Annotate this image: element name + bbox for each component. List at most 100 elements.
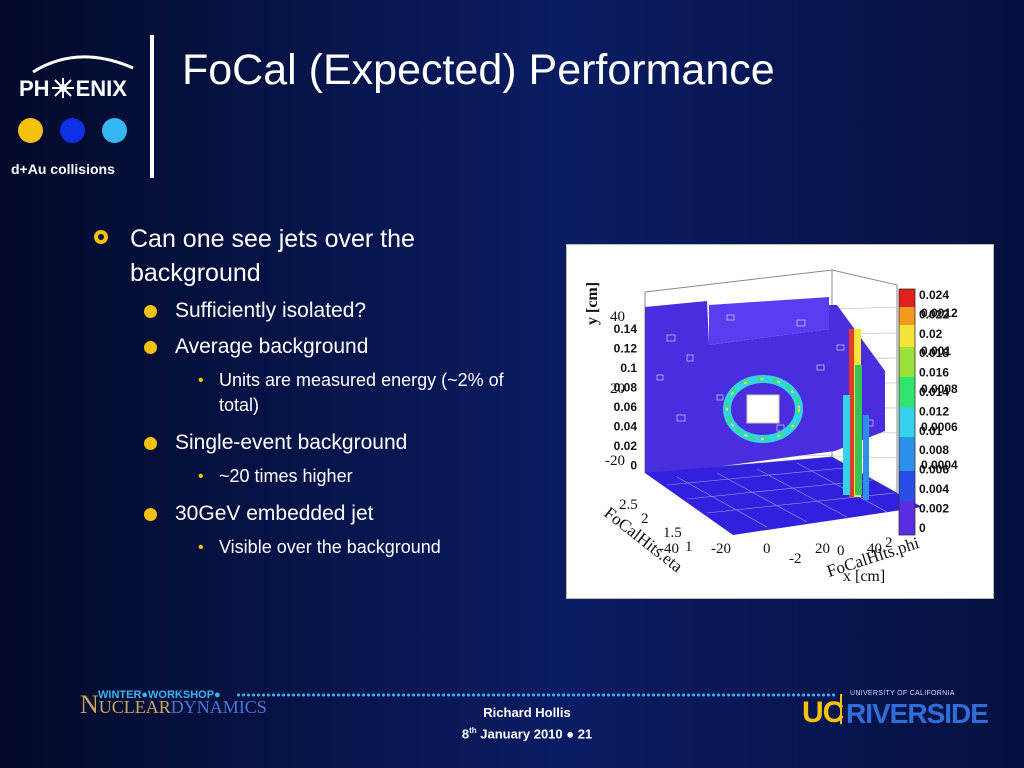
bullet-level3: • Units are measured energy (~2% of tota… <box>94 368 524 418</box>
colorbar-overlap-label: 0.001 <box>921 344 951 358</box>
bullet-text: Units are measured energy (~2% of total) <box>219 370 504 415</box>
bullet-text: Single-event background <box>175 431 408 454</box>
x-cm-tick-label: -40 <box>659 541 679 557</box>
x-cm-tick-label: -20 <box>711 541 731 557</box>
bullet-level2: Single-event background <box>94 428 524 458</box>
left-overlap-tick: 20 <box>610 381 625 397</box>
lego-plot-figure: 0.024 0.022 0.02 0.018 0.016 0.014 0.012 0.01 0.… <box>566 244 994 599</box>
left-tick-labels: 0.14 0.12 0.1 0.08 0.06 0.04 0.02 0 <box>614 322 638 473</box>
ucr-logo: UNIVERSITY OF CALIFORNIA UC RIVERSIDE <box>802 690 989 730</box>
colorbar-label: 0.004 <box>919 482 949 496</box>
beam-ring <box>723 375 803 443</box>
bullet-text: Can one see jets over the background <box>130 225 415 287</box>
left-overlap-tick: 40 <box>610 309 625 325</box>
left-overlap-ticks: 40 20 -20 <box>605 309 625 469</box>
logo-subtitle: d+Au collisions <box>11 161 115 177</box>
colorbar-label: 0.018 <box>919 346 949 360</box>
bullet-level1: Can one see jets over the background <box>94 222 524 290</box>
eta-tick-label: 1 <box>685 539 693 555</box>
colorbar-overlap-label: 0.0012 <box>921 306 958 320</box>
yellow-dot <box>18 118 43 143</box>
eta-tick-label: 2.5 <box>619 497 638 513</box>
x-cm-tick-label: 40 <box>867 541 882 557</box>
nuclear-rest: UCLEAR <box>98 697 171 717</box>
x-axis-unit: x [cm] <box>843 568 885 585</box>
date-suffix: th <box>469 726 477 735</box>
left-tick-label: 0.1 <box>620 361 637 375</box>
bullet-level3: • Visible over the background <box>94 535 524 560</box>
logo-dots <box>18 118 138 144</box>
workshop-label: WINTER●WORKSHOP● <box>98 689 221 701</box>
small-dot-bullet-icon: • <box>198 372 204 389</box>
slide-title: FoCal (Expected) Performance <box>182 46 775 94</box>
sunburst-icon <box>51 78 74 98</box>
ucr-riverside: RIVERSIDE <box>846 698 989 729</box>
histogram-face <box>645 301 885 473</box>
colorbar-label: 0.016 <box>919 366 949 380</box>
bullet-text: ~20 times higher <box>219 466 353 486</box>
slide-date: 8th January 2010 ● 21 <box>442 722 612 743</box>
bullet-text: Visible over the background <box>219 537 441 557</box>
blue-dot <box>60 118 85 143</box>
eta-tick-label: 1.5 <box>663 525 682 541</box>
ucr-uc: UC <box>802 696 844 729</box>
x-cm-tick-labels: -40 -20 0 20 40 <box>659 541 882 557</box>
colorbar-overlap-label: 0.0004 <box>921 458 958 472</box>
dynamics-first-letter: D <box>170 697 184 717</box>
date-day: 8 <box>461 726 470 742</box>
nuclear-first-letter: N <box>80 690 99 719</box>
small-dot-bullet-icon: • <box>198 539 204 556</box>
phenix-logo: PH ENIX d+Au collisions <box>8 50 148 185</box>
colorbar-labels: 0.024 0.022 0.02 0.018 0.016 0.014 0.012 0.01 0.… <box>919 288 949 535</box>
eta-tick-label: 2 <box>641 511 649 527</box>
left-tick-label: 0.08 <box>614 381 638 395</box>
colorbar-label: 0 <box>919 521 926 535</box>
left-overlap-tick: -20 <box>605 453 625 469</box>
colorbar-label: 0.012 <box>919 404 949 418</box>
presenter-info: Richard Hollis 8th January 2010 ● 21 <box>442 704 612 743</box>
x-cm-tick-label: 20 <box>815 541 830 557</box>
bullet-text: Sufficiently isolated? <box>175 299 367 322</box>
ring-bullet-icon <box>94 230 108 244</box>
bullet-level2: 30GeV embedded jet <box>94 499 524 529</box>
phi-tick-labels: -2 0 2 <box>789 535 893 567</box>
dot-bullet-icon <box>144 305 157 318</box>
phenix-wordmark: PH ENIX <box>19 76 127 102</box>
date-and-page: January 2010 ● 21 <box>476 726 593 742</box>
colorbar-label: 0.014 <box>919 385 949 399</box>
colorbar-label: 0.002 <box>919 501 949 515</box>
phenix-arc-icon <box>32 55 134 74</box>
left-tick-label: 0.06 <box>614 400 638 414</box>
wordmark-right: ENIX <box>75 76 127 101</box>
dot-bullet-icon <box>144 341 157 354</box>
colorbar-label: 0.008 <box>919 443 949 457</box>
y-axis-unit: y [cm] <box>584 282 601 325</box>
dynamics-rest: YNAMICS <box>183 697 267 717</box>
wordmark-left: PH <box>19 76 50 101</box>
phi-tick-label: 2 <box>885 535 893 551</box>
colorbar-overlap-labels: 0.0012 0.001 0.0008 0.0006 0.0004 <box>921 306 958 472</box>
small-dot-bullet-icon: • <box>198 468 204 485</box>
bullet-list: Can one see jets over the background Suf… <box>94 222 524 570</box>
dot-bullet-icon <box>144 508 157 521</box>
colorbar-overlap-label: 0.0006 <box>921 420 958 434</box>
left-tick-label: 0.12 <box>614 342 638 356</box>
colorbar-label: 0.01 <box>919 424 943 438</box>
bullet-text: 30GeV embedded jet <box>175 502 374 525</box>
bullet-level2: Sufficiently isolated? <box>94 296 524 326</box>
dot-bullet-icon <box>144 437 157 450</box>
left-tick-label: 0.02 <box>614 439 638 453</box>
title-divider <box>150 35 154 178</box>
presenter-name: Richard Hollis <box>483 705 571 720</box>
ucr-divider <box>840 694 842 724</box>
bullet-level2: Average background <box>94 332 524 362</box>
ucr-university-line: UNIVERSITY OF CALIFORNIA <box>850 690 955 697</box>
colorbar <box>898 288 916 536</box>
bullet-text: Average background <box>175 335 369 358</box>
colorbar-label: 0.024 <box>919 288 949 302</box>
left-tick-label: 0.04 <box>614 420 638 434</box>
cyan-dot <box>102 118 127 143</box>
eta-tick-labels: 2.52 1.51 <box>619 497 693 555</box>
left-tick-label: 0 <box>630 459 637 473</box>
footer-dotted-line <box>236 693 836 697</box>
